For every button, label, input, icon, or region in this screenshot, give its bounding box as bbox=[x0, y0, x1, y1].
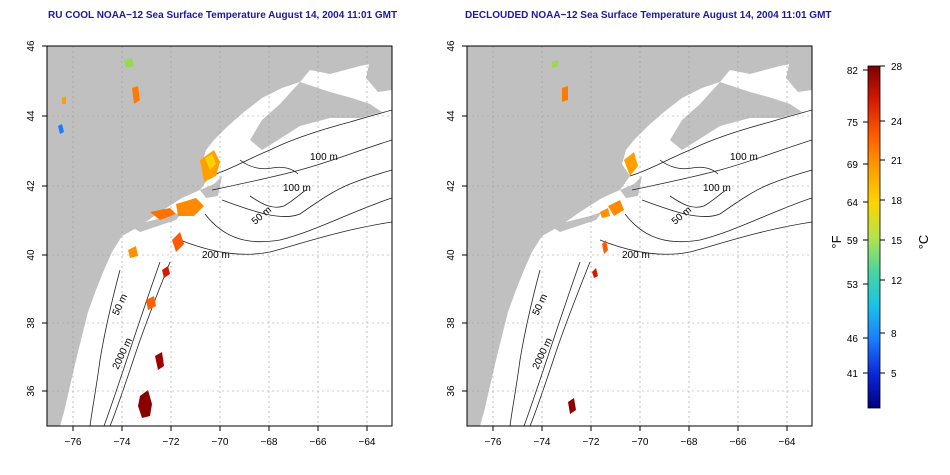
fahrenheit-tick-label: 69 bbox=[847, 160, 859, 171]
contour-label: 100 m bbox=[730, 152, 758, 163]
sst-patches bbox=[552, 60, 638, 414]
x-tick-label: −68 bbox=[261, 437, 278, 448]
celsius-tick-label: 28 bbox=[891, 62, 903, 73]
celsius-tick-label: 15 bbox=[891, 236, 903, 247]
sst-patches bbox=[58, 58, 220, 418]
fahrenheit-tick-label: 53 bbox=[847, 280, 859, 291]
y-tick-label: 46 bbox=[446, 40, 457, 52]
x-tick-label: −74 bbox=[534, 437, 551, 448]
contour-label: 100 m bbox=[310, 152, 338, 163]
fahrenheit-tick-label: 82 bbox=[847, 66, 859, 77]
land-mass bbox=[47, 46, 392, 426]
y-tick-label: 42 bbox=[446, 180, 457, 192]
x-tick-label: −76 bbox=[485, 437, 502, 448]
y-tick-label: 40 bbox=[446, 249, 457, 261]
land-nova-scotia bbox=[250, 82, 382, 150]
contour-label: 200 m bbox=[622, 250, 650, 261]
y-tick-label: 36 bbox=[26, 385, 37, 397]
sst-map-right: 100 m 100 m 50 m 200 m 50 m 2000 m −76 −… bbox=[446, 40, 813, 448]
fahrenheit-tick-label: 59 bbox=[847, 236, 859, 247]
map-title-right: DECLOUDED NOAA−12 Sea Surface Temperatur… bbox=[465, 10, 832, 21]
y-tick-label: 40 bbox=[26, 249, 37, 261]
land-newfoundland-tip bbox=[366, 56, 392, 92]
contour-label: 100 m bbox=[283, 183, 311, 194]
gridlines bbox=[467, 46, 812, 426]
x-tick-label: −74 bbox=[114, 437, 131, 448]
fahrenheit-tick-label: 75 bbox=[847, 118, 859, 129]
x-tick-label: −64 bbox=[779, 437, 796, 448]
gridlines bbox=[47, 46, 392, 426]
y-tick-label: 36 bbox=[446, 385, 457, 397]
bathymetry-contours bbox=[509, 109, 812, 426]
bathymetry-contours bbox=[89, 109, 392, 426]
axis-ticks bbox=[462, 45, 788, 431]
x-tick-label: −76 bbox=[65, 437, 82, 448]
axis-ticks bbox=[42, 45, 368, 431]
colorbar-gradient bbox=[867, 65, 881, 409]
cape-cod bbox=[200, 176, 222, 198]
fahrenheit-tick-label: 41 bbox=[847, 369, 859, 380]
y-tick-label: 42 bbox=[26, 180, 37, 192]
y-tick-label: 38 bbox=[446, 317, 457, 329]
fahrenheit-tick-label: 46 bbox=[847, 334, 859, 345]
land-nova-scotia bbox=[670, 82, 802, 150]
cape-cod bbox=[620, 176, 642, 198]
x-tick-label: −66 bbox=[730, 437, 747, 448]
contour-label: 200 m bbox=[202, 250, 230, 261]
x-tick-label: −68 bbox=[681, 437, 698, 448]
sst-map-left: 100 m 100 m 50 m 200 m 50 m 2000 m −76 −… bbox=[26, 40, 393, 448]
map-title-left: RU COOL NOAA−12 Sea Surface Temperature … bbox=[48, 10, 398, 21]
celsius-tick-label: 24 bbox=[891, 117, 903, 128]
colorbar-ticks bbox=[863, 65, 885, 374]
celsius-tick-label: 21 bbox=[891, 156, 903, 167]
land-newfoundland-tip bbox=[786, 56, 812, 92]
x-tick-label: −70 bbox=[632, 437, 649, 448]
y-tick-label: 46 bbox=[26, 40, 37, 52]
celsius-tick-label: 18 bbox=[891, 196, 903, 207]
celsius-tick-label: 5 bbox=[891, 369, 897, 380]
x-tick-label: −64 bbox=[359, 437, 376, 448]
land-mass bbox=[467, 46, 812, 426]
y-tick-label: 44 bbox=[446, 110, 457, 122]
y-tick-label: 38 bbox=[26, 317, 37, 329]
y-tick-label: 44 bbox=[26, 110, 37, 122]
x-tick-label: −72 bbox=[163, 437, 180, 448]
long-island bbox=[130, 212, 182, 232]
long-island bbox=[550, 212, 602, 232]
fahrenheit-tick-label: 64 bbox=[847, 198, 859, 209]
x-tick-label: −70 bbox=[212, 437, 229, 448]
contour-label: 100 m bbox=[703, 183, 731, 194]
celsius-unit-label: °C bbox=[916, 235, 931, 250]
x-tick-label: −72 bbox=[583, 437, 600, 448]
x-tick-label: −66 bbox=[310, 437, 327, 448]
celsius-tick-label: 8 bbox=[891, 329, 897, 340]
celsius-tick-label: 12 bbox=[891, 276, 903, 287]
